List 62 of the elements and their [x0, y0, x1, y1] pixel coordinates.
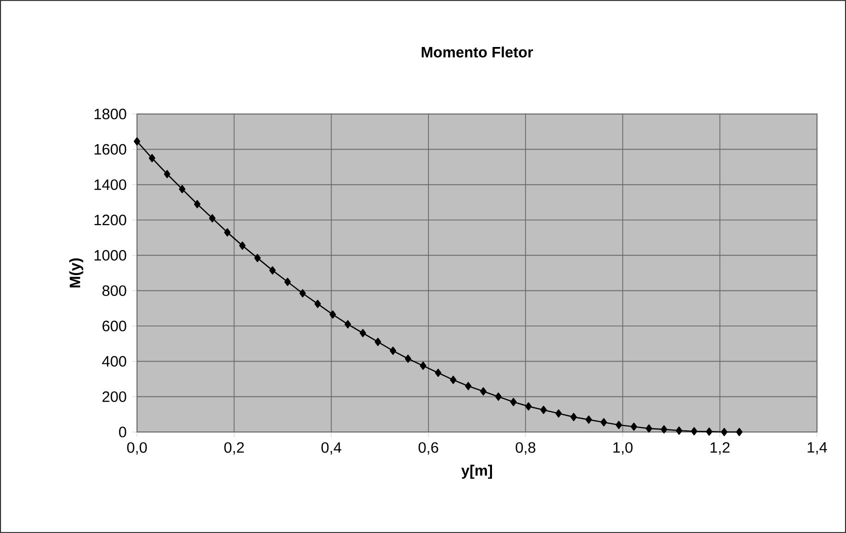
x-tick-label: 1,4	[808, 442, 827, 454]
point	[450, 376, 456, 384]
point	[540, 406, 547, 414]
point	[570, 412, 577, 422]
point	[510, 398, 517, 406]
x-tick-label: 1,0	[613, 442, 633, 455]
point	[269, 266, 276, 274]
x-axis-title: y[m]	[461, 464, 492, 479]
point	[721, 428, 728, 436]
point	[585, 416, 592, 424]
point	[420, 362, 426, 370]
y-tick-label: 1000	[94, 250, 126, 261]
point	[616, 420, 622, 430]
x-tick-label: 0,2	[224, 442, 244, 455]
point	[239, 242, 246, 250]
point	[706, 428, 712, 436]
y-tick-label: 800	[102, 285, 126, 296]
point	[209, 214, 216, 222]
y-tick-label: 200	[102, 391, 126, 402]
point	[314, 300, 321, 308]
x-tick-label: 1,2	[710, 442, 730, 455]
point	[404, 354, 412, 363]
point	[148, 154, 156, 162]
x-tick-label: 0,6	[418, 442, 438, 455]
x-tick-label: 0,8	[516, 442, 536, 455]
point	[178, 184, 186, 194]
point	[480, 387, 487, 396]
point	[646, 424, 652, 433]
point	[360, 328, 366, 338]
point	[194, 200, 200, 208]
point	[344, 320, 352, 328]
point	[224, 228, 231, 236]
point	[434, 368, 442, 377]
point	[495, 392, 502, 401]
point	[736, 428, 743, 436]
point	[374, 338, 382, 346]
y-axis-title: M(y)	[69, 258, 84, 288]
point	[299, 289, 306, 298]
point	[465, 382, 472, 390]
point	[254, 254, 261, 262]
point	[600, 418, 607, 426]
y-tick-label: 1200	[94, 214, 126, 226]
y-tick-label: 0	[119, 426, 126, 438]
point	[630, 422, 638, 431]
point	[690, 427, 698, 436]
chart-title: Momento Fletor	[422, 46, 534, 58]
x-tick-label: 0,4	[321, 442, 342, 455]
point	[676, 426, 682, 435]
point	[330, 310, 336, 319]
point	[555, 409, 562, 418]
point	[525, 402, 532, 410]
y-tick-label: 1800	[94, 108, 126, 120]
point	[284, 278, 291, 286]
y-tick-label: 600	[102, 320, 126, 332]
y-tick-label: 1400	[94, 179, 126, 190]
y-tick-label: 400	[102, 356, 126, 367]
point	[390, 346, 396, 355]
y-tick-label: 1600	[94, 144, 126, 155]
x-tick-label: 0,0	[127, 442, 147, 455]
point	[134, 137, 140, 146]
point	[164, 170, 170, 178]
point	[660, 425, 668, 434]
